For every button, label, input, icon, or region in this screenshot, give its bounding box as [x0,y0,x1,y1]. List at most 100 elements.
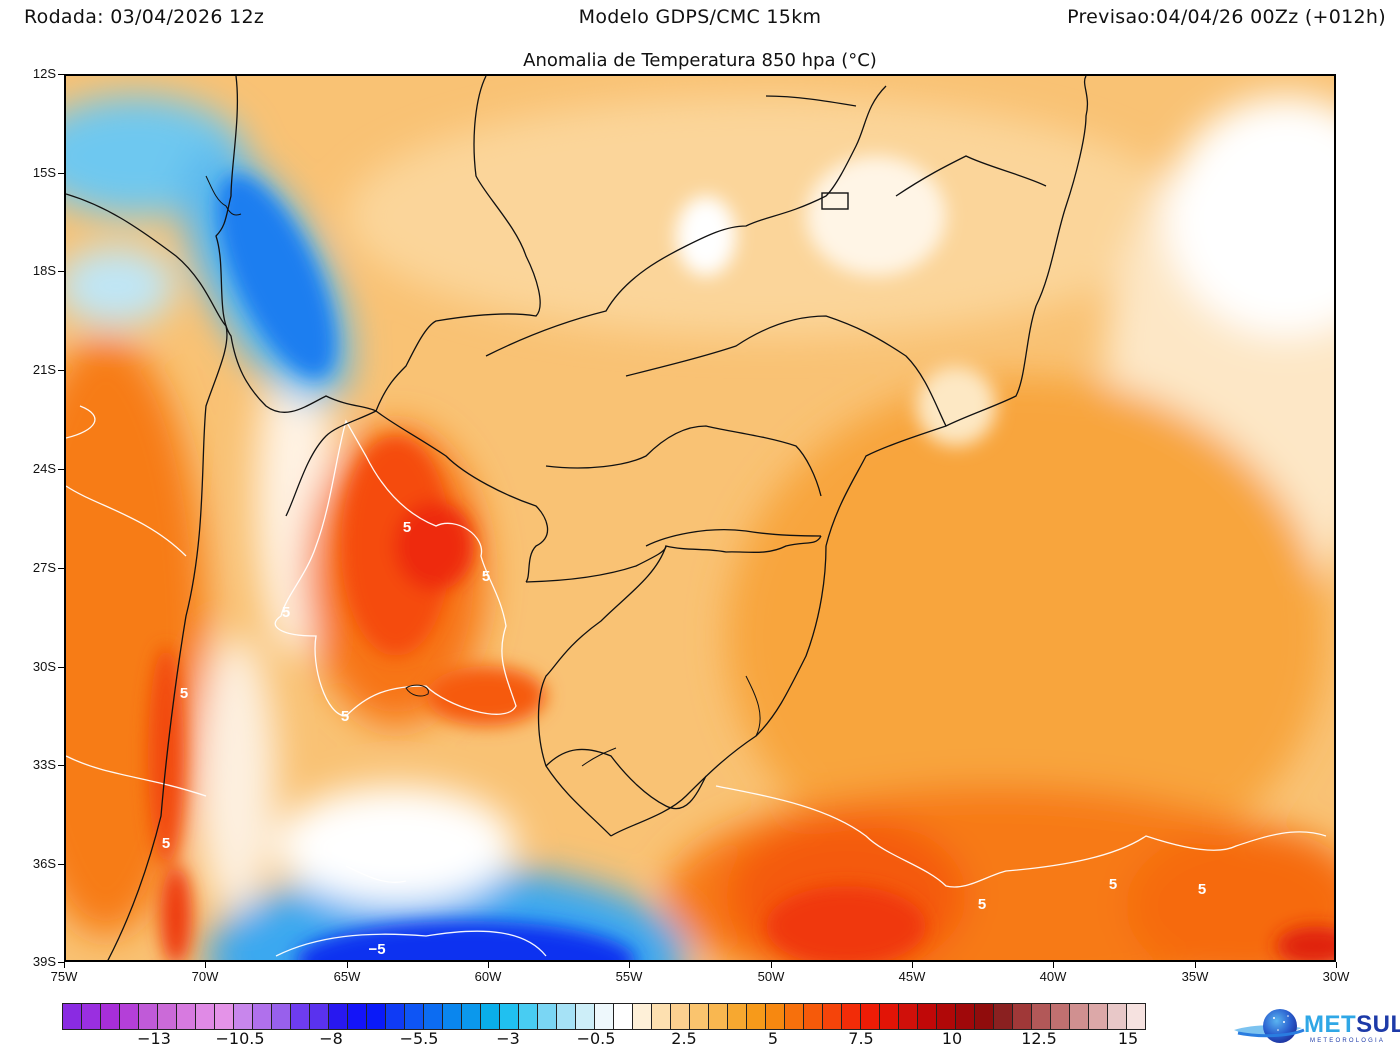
latitude-label: 30S [32,659,56,674]
contour-label: 5 [282,604,290,621]
color-scale-swatch [215,1004,234,1029]
color-scale-label: −5.5 [399,1029,439,1048]
longitude-tick [771,962,772,968]
contour-label: 5 [162,835,170,852]
logo-subtitle: METEOROLOGIA [1310,1038,1386,1044]
color-scale-swatch [481,1004,500,1029]
metsul-logo: METSUL [1304,1011,1400,1039]
latitude-label: 18S [32,263,56,278]
color-scale-swatch [956,1004,975,1029]
color-scale-swatch [975,1004,994,1029]
color-scale-swatch [272,1004,291,1029]
contour-label: 5 [1109,876,1117,893]
contour-label: 5 [482,568,490,585]
color-scale-swatch [880,1004,899,1029]
color-scale-swatch [500,1004,519,1029]
longitude-label: 40W [1039,969,1067,984]
color-scale-swatch [101,1004,120,1029]
color-scale-label: −0.5 [576,1029,616,1048]
model-name: Modelo GDPS/CMC 15km [578,6,822,28]
color-scale-swatch [519,1004,538,1029]
color-scale-label: −8 [319,1029,343,1048]
map-title: Anomalia de Temperatura 850 hpa (°C) [523,50,877,71]
latitude-label: 12S [32,66,56,81]
latitude-label: 39S [32,954,56,969]
color-scale-swatch [557,1004,576,1029]
color-scale-swatch [253,1004,272,1029]
longitude-tick [1336,962,1337,968]
color-scale-label: 10 [941,1029,963,1048]
contour-label: −5 [368,941,385,958]
color-scale-swatch [386,1004,405,1029]
color-scale-swatch [899,1004,918,1029]
contour-labels: 5 5 5 5 5 5 5 5 5 −5 [162,519,1206,958]
color-scale-swatch [709,1004,728,1029]
temperature-anomaly-map: 5 5 5 5 5 5 5 5 5 −5 [64,74,1336,962]
latitude-tick [58,962,64,963]
latitude-label: 21S [32,362,56,377]
longitude-label: 55W [615,969,643,984]
longitude-tick [488,962,489,968]
longitude-tick [1053,962,1054,968]
longitude-tick [629,962,630,968]
color-scale-swatch [1013,1004,1032,1029]
latitude-label: 36S [32,856,56,871]
color-scale-label: 2.5 [671,1029,697,1048]
color-scale-swatch [1032,1004,1051,1029]
latitude-tick [58,173,64,174]
color-scale-swatch [994,1004,1013,1029]
logo-sul: SUL [1356,1011,1400,1038]
color-scale-swatch [690,1004,709,1029]
color-scale-swatch [234,1004,253,1029]
color-scale-swatch [595,1004,614,1029]
latitude-tick [58,271,64,272]
color-scale-swatch [443,1004,462,1029]
longitude-label: 45W [898,969,926,984]
color-scale-swatch [196,1004,215,1029]
metsul-globe-icon [1234,1009,1305,1043]
color-scale-label: 12.5 [1021,1029,1057,1048]
color-scale-swatch [367,1004,386,1029]
color-scale-swatch [177,1004,196,1029]
logo-met: MET [1304,1011,1357,1038]
color-scale-swatch [766,1004,785,1029]
color-scale-bar [62,1003,1146,1030]
color-scale-swatch [823,1004,842,1029]
contour-label: 5 [180,685,188,702]
color-scale-label: 5 [767,1029,779,1048]
color-scale-label: −13 [137,1029,171,1048]
color-scale-swatch [804,1004,823,1029]
longitude-label: 65W [333,969,361,984]
map-field: 5 5 5 5 5 5 5 5 5 −5 [66,76,1334,960]
color-scale-swatch [158,1004,177,1029]
color-scale-swatch [139,1004,158,1029]
longitude-tick [912,962,913,968]
latitude-tick [58,469,64,470]
latitude-tick [58,370,64,371]
color-scale-label: −3 [496,1029,520,1048]
color-scale-swatch [538,1004,557,1029]
color-scale-swatch [329,1004,348,1029]
color-scale-swatch [1108,1004,1127,1029]
color-scale-swatch [348,1004,367,1029]
color-scale-swatch [785,1004,804,1029]
latitude-tick [58,568,64,569]
latitude-tick [58,765,64,766]
color-scale-label: 15 [1117,1029,1139,1048]
longitude-label: 75W [50,969,78,984]
color-scale-swatch [633,1004,652,1029]
longitude-label: 50W [757,969,785,984]
color-scale-swatch [405,1004,424,1029]
color-scale-swatch [728,1004,747,1029]
contour-label: 5 [403,519,411,536]
color-scale-swatch [310,1004,329,1029]
contour-label: 5 [978,896,986,913]
color-scale-swatch [652,1004,671,1029]
color-scale-label: −10.5 [215,1029,265,1048]
color-scale-swatch [63,1004,82,1029]
run-timestamp: Rodada: 03/04/2026 12z [24,6,265,28]
color-scale-swatch [861,1004,880,1029]
forecast-timestamp: Previsao:04/04/26 00Zz (+012h) [1067,6,1386,28]
color-scale-swatch [424,1004,443,1029]
longitude-label: 35W [1181,969,1209,984]
